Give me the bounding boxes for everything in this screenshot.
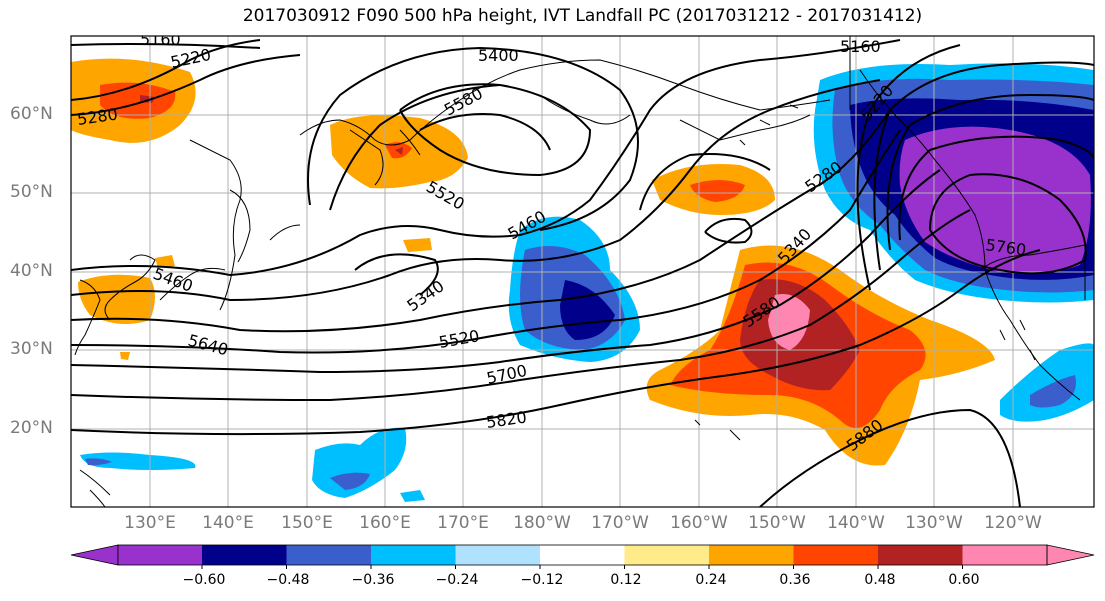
contour-label: 5340 [403, 276, 447, 315]
lon-label: 140°W [827, 513, 885, 533]
colorbar-segment [286, 545, 371, 565]
colorbar-tick-label: −0.24 [435, 572, 479, 588]
gridlines [71, 36, 1094, 507]
lon-label: 130°W [905, 513, 963, 533]
colorbar-segment [202, 545, 287, 565]
colorbar-tick-label: 0.12 [610, 572, 642, 588]
lon-label: 170°W [591, 513, 649, 533]
lon-label: 120°W [984, 513, 1042, 533]
contour-label: 5160 [840, 37, 881, 56]
colorbar-tick-label: −0.48 [266, 572, 310, 588]
lon-label: 160°W [670, 513, 728, 533]
map-plot: 5160 5220 5400 5580 5280 5520 5460 5340 … [70, 30, 1095, 508]
colorbar-frame [117, 544, 1048, 566]
colorbar-segment [878, 545, 963, 565]
contour-label: 5700 [485, 361, 529, 388]
colorbar-tick-label: −0.36 [351, 572, 395, 588]
lon-label: 150°W [748, 513, 806, 533]
colorbar-segment [371, 545, 456, 565]
lat-label: 30°N [10, 339, 53, 359]
contour-label: 5820 [485, 407, 528, 431]
colorbar-segment [709, 545, 794, 565]
lon-label: 140°E [202, 513, 254, 533]
lon-label: 130°E [124, 513, 176, 533]
colorbar-tick-label: 0.60 [948, 572, 980, 588]
contour-labels: 5160 5220 5400 5580 5280 5520 5460 5340 … [76, 30, 1027, 455]
colorbar-segment [118, 545, 202, 565]
colorbar-tick-label: −0.60 [182, 572, 226, 588]
colorbar-extend-high [1046, 544, 1095, 566]
lon-label: 170°E [437, 513, 489, 533]
height-contours [71, 39, 1094, 507]
colorbar-segment [793, 545, 878, 565]
colorbar-tick-label: 0.48 [864, 572, 896, 588]
colorbar-tick-label: 0.36 [779, 572, 811, 588]
contour-label: 5160 [140, 30, 181, 49]
lat-label: 50°N [10, 182, 53, 202]
colorbar-tick-label: −0.12 [520, 572, 564, 588]
colorbar-extend-low [70, 544, 119, 566]
lon-label: 180°W [513, 513, 571, 533]
map-title: 2017030912 F090 500 hPa height, IVT Land… [242, 6, 923, 26]
colorbar-segment [540, 545, 625, 565]
colorbar [70, 544, 1095, 569]
lon-label: 160°E [359, 513, 411, 533]
plot-frame [70, 35, 1095, 508]
contour-label: 5640 [186, 331, 230, 360]
lat-label: 40°N [10, 261, 53, 281]
contour-label: 5520 [437, 326, 480, 352]
contour-label: 5400 [478, 46, 519, 65]
colorbar-tick-label: 0.24 [695, 572, 727, 588]
lat-label: 20°N [10, 418, 53, 438]
ivt-shading [71, 58, 1094, 502]
colorbar-segment [624, 545, 709, 565]
lat-label: 60°N [10, 104, 53, 124]
colorbar-segment [962, 545, 1047, 565]
colorbar-segment [455, 545, 540, 565]
contour-label: 5520 [423, 177, 468, 214]
lon-label: 150°E [281, 513, 333, 533]
